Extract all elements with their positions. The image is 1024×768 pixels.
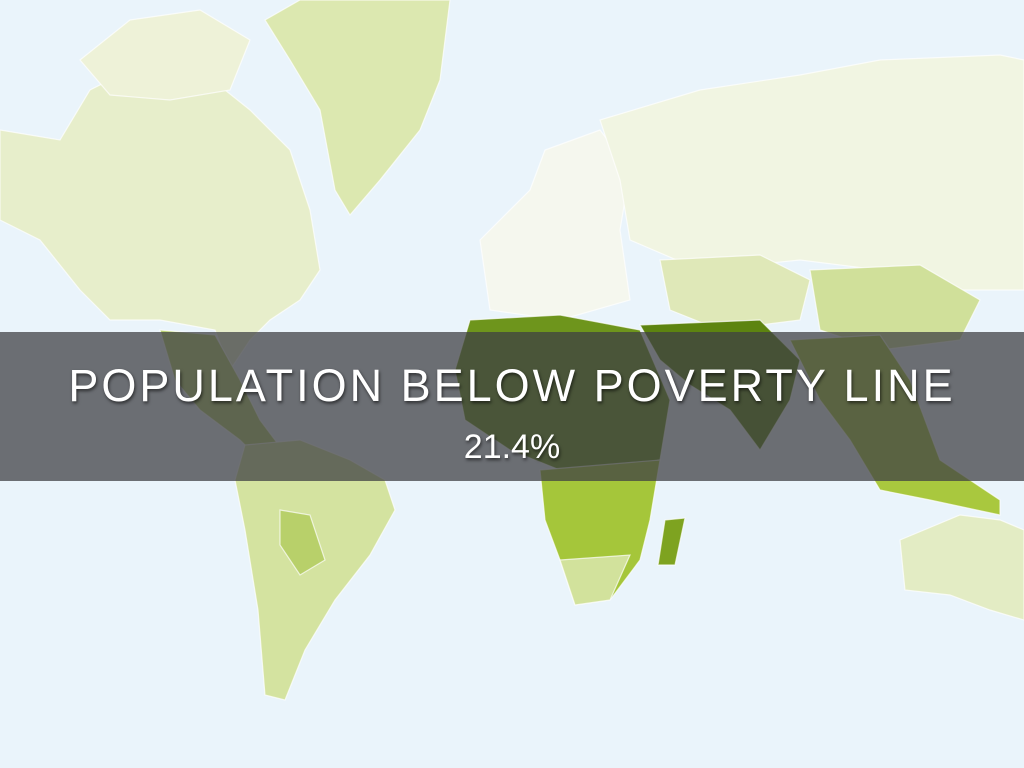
- region-madagascar: [657, 517, 686, 566]
- region-greenland: [264, 0, 451, 217]
- poverty-percentage: 21.4%: [463, 428, 561, 466]
- region-bolivia: [279, 509, 326, 576]
- slide-title: POPULATION BELOW POVERTY LINE: [68, 360, 956, 411]
- title-banner: POPULATION BELOW POVERTY LINE 21.4%: [0, 332, 1024, 481]
- region-south-africa: [559, 554, 631, 606]
- region-australia: [899, 514, 1024, 621]
- region-central-asia: [659, 254, 811, 331]
- region-arctic-islands: [79, 9, 251, 101]
- region-russia-north-asia: [599, 54, 1024, 291]
